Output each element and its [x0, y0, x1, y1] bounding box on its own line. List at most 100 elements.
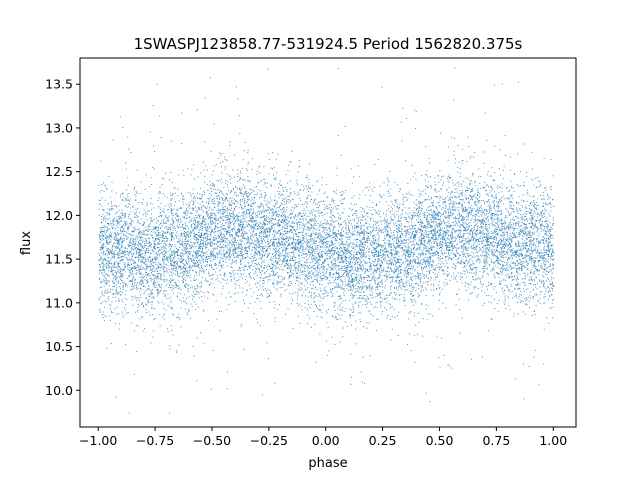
data-point [487, 240, 489, 242]
data-point [158, 302, 160, 304]
data-point [434, 214, 436, 216]
data-point [417, 214, 419, 216]
data-point [220, 247, 222, 249]
data-point [306, 185, 307, 187]
data-point [536, 214, 538, 215]
data-point [485, 253, 487, 255]
data-point [197, 242, 199, 244]
data-point [510, 227, 511, 229]
data-point [415, 276, 417, 278]
data-point [456, 202, 458, 204]
data-point [272, 212, 274, 214]
data-point [180, 326, 182, 328]
data-point [380, 254, 381, 256]
data-point [263, 268, 265, 270]
data-point [290, 213, 292, 215]
data-point [281, 238, 283, 240]
data-point [204, 181, 205, 183]
data-point [296, 226, 298, 228]
data-point [534, 263, 536, 265]
data-point [273, 177, 275, 179]
data-point [475, 259, 477, 261]
data-point [405, 239, 407, 241]
data-point [526, 238, 528, 240]
data-point [410, 251, 412, 253]
data-point [145, 233, 147, 235]
data-point [294, 214, 296, 216]
data-point [541, 231, 543, 233]
data-point [335, 263, 337, 264]
data-point [244, 243, 246, 245]
data-point [512, 224, 514, 226]
data-point [191, 227, 193, 229]
data-point [316, 240, 317, 242]
data-point [495, 213, 497, 215]
data-point [532, 213, 534, 215]
data-point [186, 241, 188, 242]
data-point [153, 228, 155, 230]
data-point [360, 261, 362, 263]
data-point [169, 203, 171, 205]
data-point [218, 253, 220, 255]
data-point [317, 202, 319, 204]
data-point [506, 197, 508, 199]
data-point [285, 252, 287, 254]
data-point [393, 286, 395, 288]
data-point [284, 284, 286, 286]
data-point [423, 249, 425, 251]
data-point [305, 280, 307, 282]
data-point [220, 223, 222, 225]
data-point [110, 288, 112, 290]
data-point [475, 210, 477, 212]
data-point [287, 256, 289, 258]
data-point [520, 231, 522, 232]
data-point [314, 214, 316, 216]
data-point [431, 265, 433, 267]
data-point [526, 242, 528, 244]
data-point [186, 270, 188, 272]
data-point [163, 266, 165, 268]
data-point [495, 210, 496, 212]
data-point [511, 261, 513, 263]
data-point [181, 241, 183, 243]
data-point [519, 294, 521, 295]
data-point [446, 189, 448, 191]
data-point [230, 223, 231, 225]
data-point [354, 272, 356, 274]
data-point [420, 239, 422, 241]
data-point [328, 241, 330, 243]
data-point [357, 306, 359, 308]
data-point [503, 229, 505, 231]
data-point [348, 283, 350, 284]
data-point [159, 314, 161, 316]
data-point [454, 217, 456, 219]
data-point [495, 233, 497, 235]
data-point [427, 252, 429, 254]
data-point [474, 202, 476, 204]
data-point [381, 223, 383, 225]
data-point [268, 209, 270, 211]
data-point [105, 265, 107, 267]
data-point [116, 243, 118, 245]
data-point [341, 274, 343, 276]
data-point [508, 241, 509, 243]
data-point [465, 256, 467, 258]
data-point [155, 286, 157, 288]
data-point [429, 162, 431, 164]
data-point [537, 213, 539, 215]
data-point [234, 229, 236, 231]
data-point [308, 185, 310, 186]
data-point [433, 210, 435, 212]
data-point [418, 201, 420, 203]
data-point [221, 192, 223, 194]
data-point [143, 210, 145, 212]
data-point [193, 263, 195, 265]
data-point [238, 245, 240, 247]
data-point [532, 234, 534, 236]
data-point [440, 241, 441, 243]
data-point [369, 268, 371, 270]
data-point [455, 158, 456, 160]
data-point [243, 273, 245, 275]
data-point [531, 221, 533, 223]
data-point [278, 251, 280, 253]
